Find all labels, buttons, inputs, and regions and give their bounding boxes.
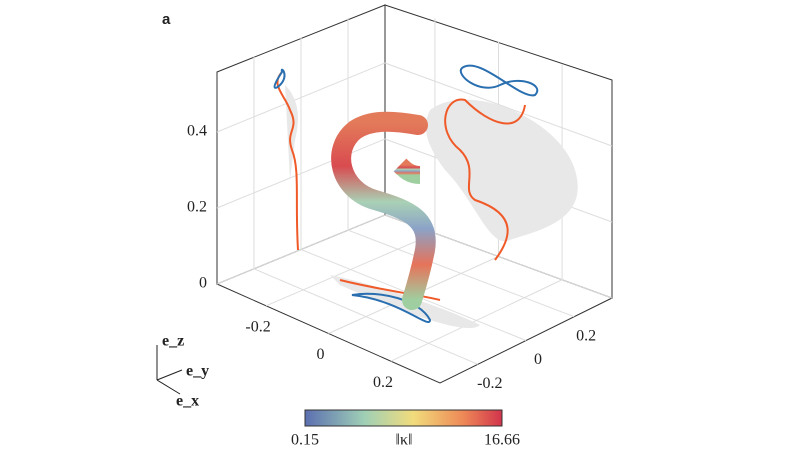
colorbar (304, 409, 503, 427)
basis-label: e_y (186, 363, 209, 380)
basis-label: e_z (162, 333, 184, 350)
y-tick-label: 0 (317, 346, 325, 363)
panel-label: a (162, 11, 171, 28)
x-tick-label: 0.2 (576, 327, 596, 344)
grid-line (347, 229, 575, 318)
y-tick-label: -0.2 (245, 318, 270, 335)
rod (331, 111, 436, 310)
colorbar-label: ‖κ‖ (395, 432, 412, 449)
y-tick-label: 0.2 (373, 374, 393, 391)
grid-line (253, 268, 479, 365)
projection (339, 279, 441, 301)
projection (351, 292, 432, 323)
projection (444, 98, 526, 261)
projection (276, 71, 299, 251)
z-tick-label: 0 (199, 275, 207, 292)
colorbar-max: 16.66 (484, 432, 520, 449)
projection (273, 68, 286, 89)
basis (156, 345, 183, 395)
basis-label: e_x (176, 393, 199, 410)
colorbar-min: 0.15 (291, 432, 319, 449)
z-tick-label: 0.4 (187, 123, 207, 140)
rod (393, 158, 421, 184)
x-tick-label: 0 (534, 351, 542, 368)
projection (459, 64, 539, 97)
x-tick-label: -0.2 (477, 375, 502, 392)
shadow (425, 99, 578, 242)
z-tick-label: 0.2 (187, 199, 207, 216)
